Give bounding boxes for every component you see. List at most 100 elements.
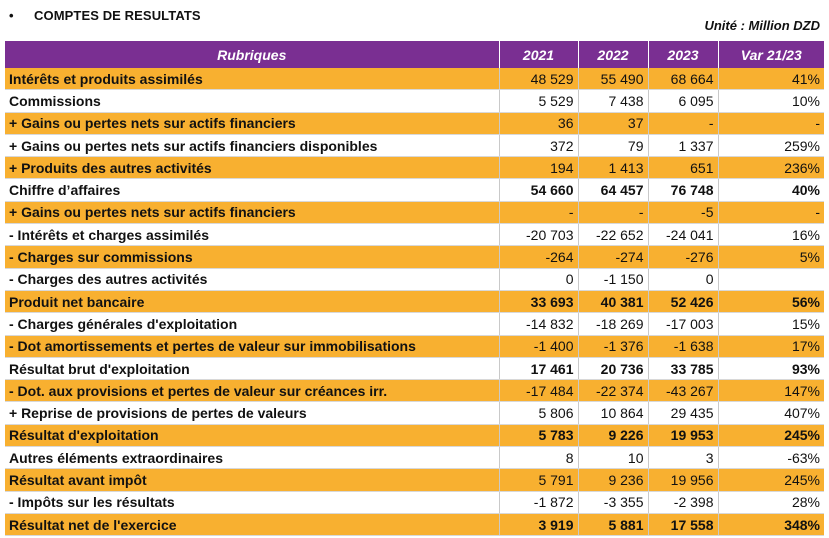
table-row: Autres éléments extraordinaires 8 10 3 -63% xyxy=(5,446,824,470)
value-2021: 0 xyxy=(499,268,579,291)
value-2022: -3 355 xyxy=(578,491,649,514)
value-2022: 9 226 xyxy=(578,424,649,448)
value-2021: 36 xyxy=(499,112,579,135)
value-var: 5% xyxy=(718,245,824,269)
value-var: 259% xyxy=(718,134,824,158)
table-row: - Charges des autres activités 0 -1 150 0 xyxy=(5,268,824,291)
value-var: 245% xyxy=(718,424,824,448)
value-var: 147% xyxy=(718,379,824,403)
table-row: - Charges générales d'exploitation -14 83… xyxy=(5,312,824,336)
value-2023: -276 xyxy=(648,245,719,269)
value-2023: 19 953 xyxy=(648,424,719,448)
row-label: Chiffre d’affaires xyxy=(5,178,500,202)
value-2021: 5 529 xyxy=(499,89,579,113)
table-row: + Reprise de provisions de pertes de val… xyxy=(5,401,824,425)
value-2023: 29 435 xyxy=(648,401,719,425)
value-var: 41% xyxy=(718,68,824,91)
value-var: 236% xyxy=(718,156,824,180)
value-2021: 194 xyxy=(499,156,579,180)
value-2023: - xyxy=(648,112,719,135)
value-2022: -274 xyxy=(578,245,649,269)
table-row: + Gains ou pertes nets sur actifs financ… xyxy=(5,112,824,135)
value-var xyxy=(718,268,824,291)
value-var: -63% xyxy=(718,446,824,470)
value-2021: 17 461 xyxy=(499,357,579,381)
value-2023: 76 748 xyxy=(648,178,719,202)
value-var: 10% xyxy=(718,89,824,113)
table-row: Résultat brut d'exploitation 17 461 20 736… xyxy=(5,357,824,381)
row-label: - Dot. aux provisions et pertes de valeu… xyxy=(5,379,500,403)
value-2022: 9 236 xyxy=(578,468,649,492)
value-2021: -20 703 xyxy=(499,223,579,247)
table-row: + Gains ou pertes nets sur actifs financ… xyxy=(5,134,824,158)
value-2022: 64 457 xyxy=(578,178,649,202)
value-var: 245% xyxy=(718,468,824,492)
header-var: Var 21/23 xyxy=(718,41,824,68)
value-2021: -1 400 xyxy=(499,335,579,358)
value-2022: 40 381 xyxy=(578,290,649,314)
value-2021: - xyxy=(499,201,579,225)
header-rubriques: Rubriques xyxy=(5,41,500,68)
value-var: 15% xyxy=(718,312,824,336)
table-row: - Dot amortissements et pertes de valeur… xyxy=(5,335,824,358)
row-label: Résultat brut d'exploitation xyxy=(5,357,500,381)
row-label: - Impôts sur les résultats xyxy=(5,491,500,514)
value-2021: 33 693 xyxy=(499,290,579,314)
value-2022: 10 864 xyxy=(578,401,649,425)
results-table: Rubriques 2021 2022 2023 Var 21/23 Intér… xyxy=(5,41,824,537)
value-2021: 5 791 xyxy=(499,468,579,492)
value-2023: -17 003 xyxy=(648,312,719,336)
value-2023: -1 638 xyxy=(648,335,719,358)
value-2021: 3 919 xyxy=(499,513,579,537)
value-2023: 33 785 xyxy=(648,357,719,381)
row-label: + Produits des autres activités xyxy=(5,156,500,180)
value-2021: -1 872 xyxy=(499,491,579,514)
value-2023: 17 558 xyxy=(648,513,719,537)
value-2023: 1 337 xyxy=(648,134,719,158)
value-2022: 20 736 xyxy=(578,357,649,381)
value-var: 40% xyxy=(718,178,824,202)
row-label: Résultat avant impôt xyxy=(5,468,500,492)
table-row: Produit net bancaire 33 693 40 381 52 426 56… xyxy=(5,290,824,314)
value-2022: -22 374 xyxy=(578,379,649,403)
row-label: - Dot amortissements et pertes de valeur… xyxy=(5,335,500,358)
value-var: 56% xyxy=(718,290,824,314)
value-2022: 1 413 xyxy=(578,156,649,180)
row-label: - Intérêts et charges assimilés xyxy=(5,223,500,247)
value-2021: 48 529 xyxy=(499,68,579,91)
value-var: 28% xyxy=(718,491,824,514)
value-2022: 7 438 xyxy=(578,89,649,113)
value-2022: 79 xyxy=(578,134,649,158)
table-row: Résultat net de l'exercice 3 919 5 881 17 5… xyxy=(5,513,824,537)
table-row: Intérêts et produits assimilés 48 529 55 4… xyxy=(5,68,824,91)
section-header: • COMPTES DE RESULTATS Unité : Million D… xyxy=(0,0,829,40)
row-label: Intérêts et produits assimilés xyxy=(5,68,500,91)
table-row: - Dot. aux provisions et pertes de valeu… xyxy=(5,379,824,403)
table-row: + Produits des autres activités 194 1 413 6… xyxy=(5,156,824,180)
value-2022: 37 xyxy=(578,112,649,135)
section-title: COMPTES DE RESULTATS xyxy=(34,8,201,23)
row-label: Résultat net de l'exercice xyxy=(5,513,500,537)
table-row: Chiffre d’affaires 54 660 64 457 76 748 40% xyxy=(5,178,824,202)
table-row: Commissions 5 529 7 438 6 095 10% xyxy=(5,89,824,113)
table-header-row: Rubriques 2021 2022 2023 Var 21/23 xyxy=(5,41,824,68)
value-var: - xyxy=(718,112,824,135)
table-body: Intérêts et produits assimilés 48 529 55 4… xyxy=(5,68,824,537)
value-2022: -18 269 xyxy=(578,312,649,336)
table-row: Résultat d'exploitation 5 783 9 226 19 953 2… xyxy=(5,424,824,448)
row-label: - Charges générales d'exploitation xyxy=(5,312,500,336)
value-var: 348% xyxy=(718,513,824,537)
row-label: + Reprise de provisions de pertes de val… xyxy=(5,401,500,425)
header-2022: 2022 xyxy=(578,41,649,68)
row-label: Produit net bancaire xyxy=(5,290,500,314)
value-var: 16% xyxy=(718,223,824,247)
value-2021: 372 xyxy=(499,134,579,158)
row-label: - Charges sur commissions xyxy=(5,245,500,269)
value-2021: 5 783 xyxy=(499,424,579,448)
unit-label: Unité : Million DZD xyxy=(704,18,820,33)
header-2021: 2021 xyxy=(499,41,579,68)
table-row: - Intérêts et charges assimilés -20 703 -2… xyxy=(5,223,824,247)
value-2023: 19 956 xyxy=(648,468,719,492)
value-2023: -24 041 xyxy=(648,223,719,247)
value-2023: -2 398 xyxy=(648,491,719,514)
